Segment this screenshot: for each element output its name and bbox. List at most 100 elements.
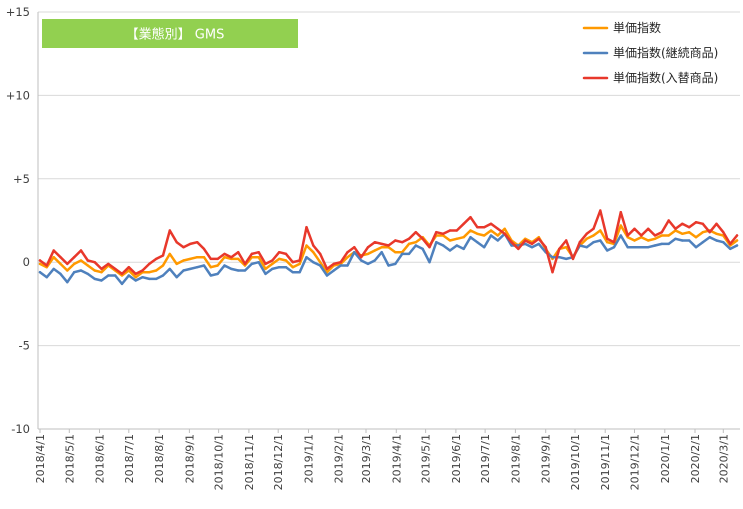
data-point (489, 234, 493, 237)
data-point (278, 251, 281, 254)
data-point (401, 241, 404, 244)
data-point (100, 271, 103, 274)
data-point (469, 229, 472, 232)
data-point (585, 232, 588, 235)
x-tick-label: 2019/3/1 (360, 434, 373, 483)
data-point (366, 246, 370, 249)
data-point (161, 264, 165, 267)
data-point (394, 262, 397, 266)
data-point (688, 239, 691, 242)
data-point (537, 242, 540, 246)
data-point (414, 241, 417, 244)
data-point (708, 236, 711, 239)
data-point (606, 249, 609, 252)
data-point (155, 257, 158, 261)
data-point (264, 267, 267, 271)
data-point (592, 234, 595, 237)
x-tick-label: 2019/6/1 (450, 434, 463, 483)
x-tick-label: 2019/5/1 (420, 434, 433, 483)
data-point (366, 252, 370, 256)
y-tick-label: 0 (23, 255, 30, 269)
data-point (421, 237, 424, 240)
data-point (469, 236, 472, 239)
data-point (435, 241, 438, 244)
data-point (73, 256, 76, 259)
series-lines (38, 209, 739, 286)
data-point (312, 261, 315, 264)
data-point (45, 276, 48, 279)
data-point (45, 264, 48, 267)
data-point (73, 262, 76, 266)
data-point (38, 259, 42, 262)
data-point (476, 232, 479, 235)
data-point (264, 262, 267, 266)
data-point (647, 227, 650, 230)
data-point (640, 236, 643, 239)
x-tick-label: 2018/11/1 (243, 434, 256, 490)
data-point (100, 279, 103, 282)
data-point (729, 247, 732, 251)
data-point (93, 277, 96, 281)
data-point (264, 272, 267, 276)
data-point (278, 257, 281, 261)
data-point (414, 244, 417, 247)
y-tick-label: -5 (19, 339, 30, 353)
x-tick-label: 2019/1/1 (303, 434, 316, 483)
data-point (66, 262, 69, 266)
data-point (701, 241, 704, 244)
data-point (107, 274, 110, 277)
legend-item-unit-price-index-replaced: 単価指数(入替商品) (582, 70, 718, 85)
data-point (558, 247, 561, 251)
data-point (134, 279, 137, 282)
data-point (715, 222, 718, 225)
data-point (551, 271, 554, 274)
data-point (510, 244, 513, 247)
data-point (257, 256, 260, 259)
data-point (319, 261, 322, 264)
data-point (524, 242, 527, 246)
data-point (544, 246, 547, 249)
x-tick-label: 2018/5/1 (63, 434, 76, 483)
data-point (599, 209, 602, 212)
data-point (530, 242, 534, 246)
y-tick-label: +10 (6, 88, 30, 102)
data-point (524, 237, 527, 240)
data-point (387, 244, 390, 247)
data-point (209, 257, 212, 261)
data-point (462, 222, 465, 225)
data-point (230, 267, 233, 271)
data-point (257, 261, 260, 264)
data-point (701, 222, 704, 225)
data-point (250, 262, 253, 266)
data-point (496, 227, 499, 230)
data-point (626, 236, 629, 239)
data-point (271, 259, 274, 262)
data-point (120, 272, 124, 276)
data-point (79, 259, 83, 262)
data-point (496, 234, 499, 237)
data-point (442, 232, 445, 235)
data-point (168, 252, 171, 256)
data-point (73, 271, 76, 274)
data-point (694, 246, 698, 249)
chart-title: 【業態別】 GMS (126, 27, 225, 43)
data-point (175, 276, 178, 279)
x-tick-label: 2018/8/1 (153, 434, 166, 483)
data-point (175, 241, 178, 244)
data-point (216, 272, 219, 276)
data-point (592, 227, 595, 230)
data-point (503, 232, 506, 235)
data-point (476, 241, 479, 244)
data-point (161, 254, 165, 257)
data-point (517, 244, 520, 247)
data-point (448, 229, 452, 232)
legend-label: 単価指数(継続商品) (613, 45, 718, 60)
data-point (681, 222, 684, 225)
data-point (647, 239, 650, 242)
y-tick-label: +5 (13, 172, 30, 186)
data-point (223, 264, 226, 267)
data-point (284, 259, 288, 262)
data-point (735, 234, 739, 237)
data-point (592, 241, 595, 244)
